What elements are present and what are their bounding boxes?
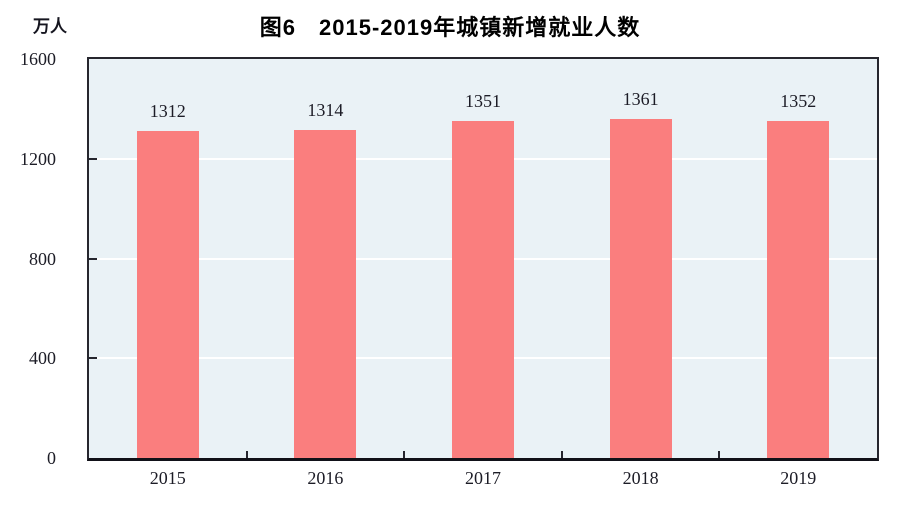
y-axis-tick: [89, 357, 97, 360]
bar-value-label: 1312: [149, 101, 186, 121]
axis-ticks: [89, 59, 877, 458]
bar-2019: [767, 121, 830, 458]
bar-value-label: 1361: [622, 89, 659, 109]
y-tick-label: 800: [29, 248, 56, 269]
x-tick-label: 2018: [622, 468, 659, 488]
x-tick-label: 2016: [307, 468, 344, 488]
x-axis-tick-labels: 2015 2016 2017 2018 2019: [89, 467, 877, 491]
bar-value-label: 1351: [465, 91, 501, 111]
plot-area: 1312 1314 1351 1361 1352: [87, 57, 879, 461]
bar-value-label: 1352: [780, 91, 817, 111]
y-tick-label: 1200: [20, 148, 56, 169]
bars: 1312 1314 1351 1361 1352: [89, 59, 877, 458]
chart-title: 图6 2015-2019年城镇新增就业人数: [259, 15, 641, 40]
x-axis-tick: [403, 451, 406, 458]
x-axis-tick: [560, 451, 563, 458]
y-tick-label: 0: [47, 448, 56, 468]
bar-value-label: 1314: [307, 100, 344, 120]
x-tick-label: 2017: [465, 468, 501, 488]
y-axis-tick: [89, 157, 97, 160]
bar-2017: [452, 121, 514, 458]
bar-2016: [294, 130, 357, 458]
y-tick-label: 400: [29, 348, 56, 369]
y-axis-unit-label: 万人: [33, 17, 67, 36]
y-axis-tick: [89, 257, 97, 260]
bar-2015: [136, 131, 199, 458]
x-axis-tick: [245, 451, 248, 458]
x-axis-tick: [718, 451, 721, 458]
y-tick-label: 1600: [20, 49, 56, 69]
bar-2018: [609, 119, 672, 458]
x-tick-label: 2019: [780, 468, 817, 488]
x-tick-label: 2015: [149, 468, 186, 488]
y-axis-tick-labels: 0 400 800 1200 1600: [0, 0, 56, 507]
